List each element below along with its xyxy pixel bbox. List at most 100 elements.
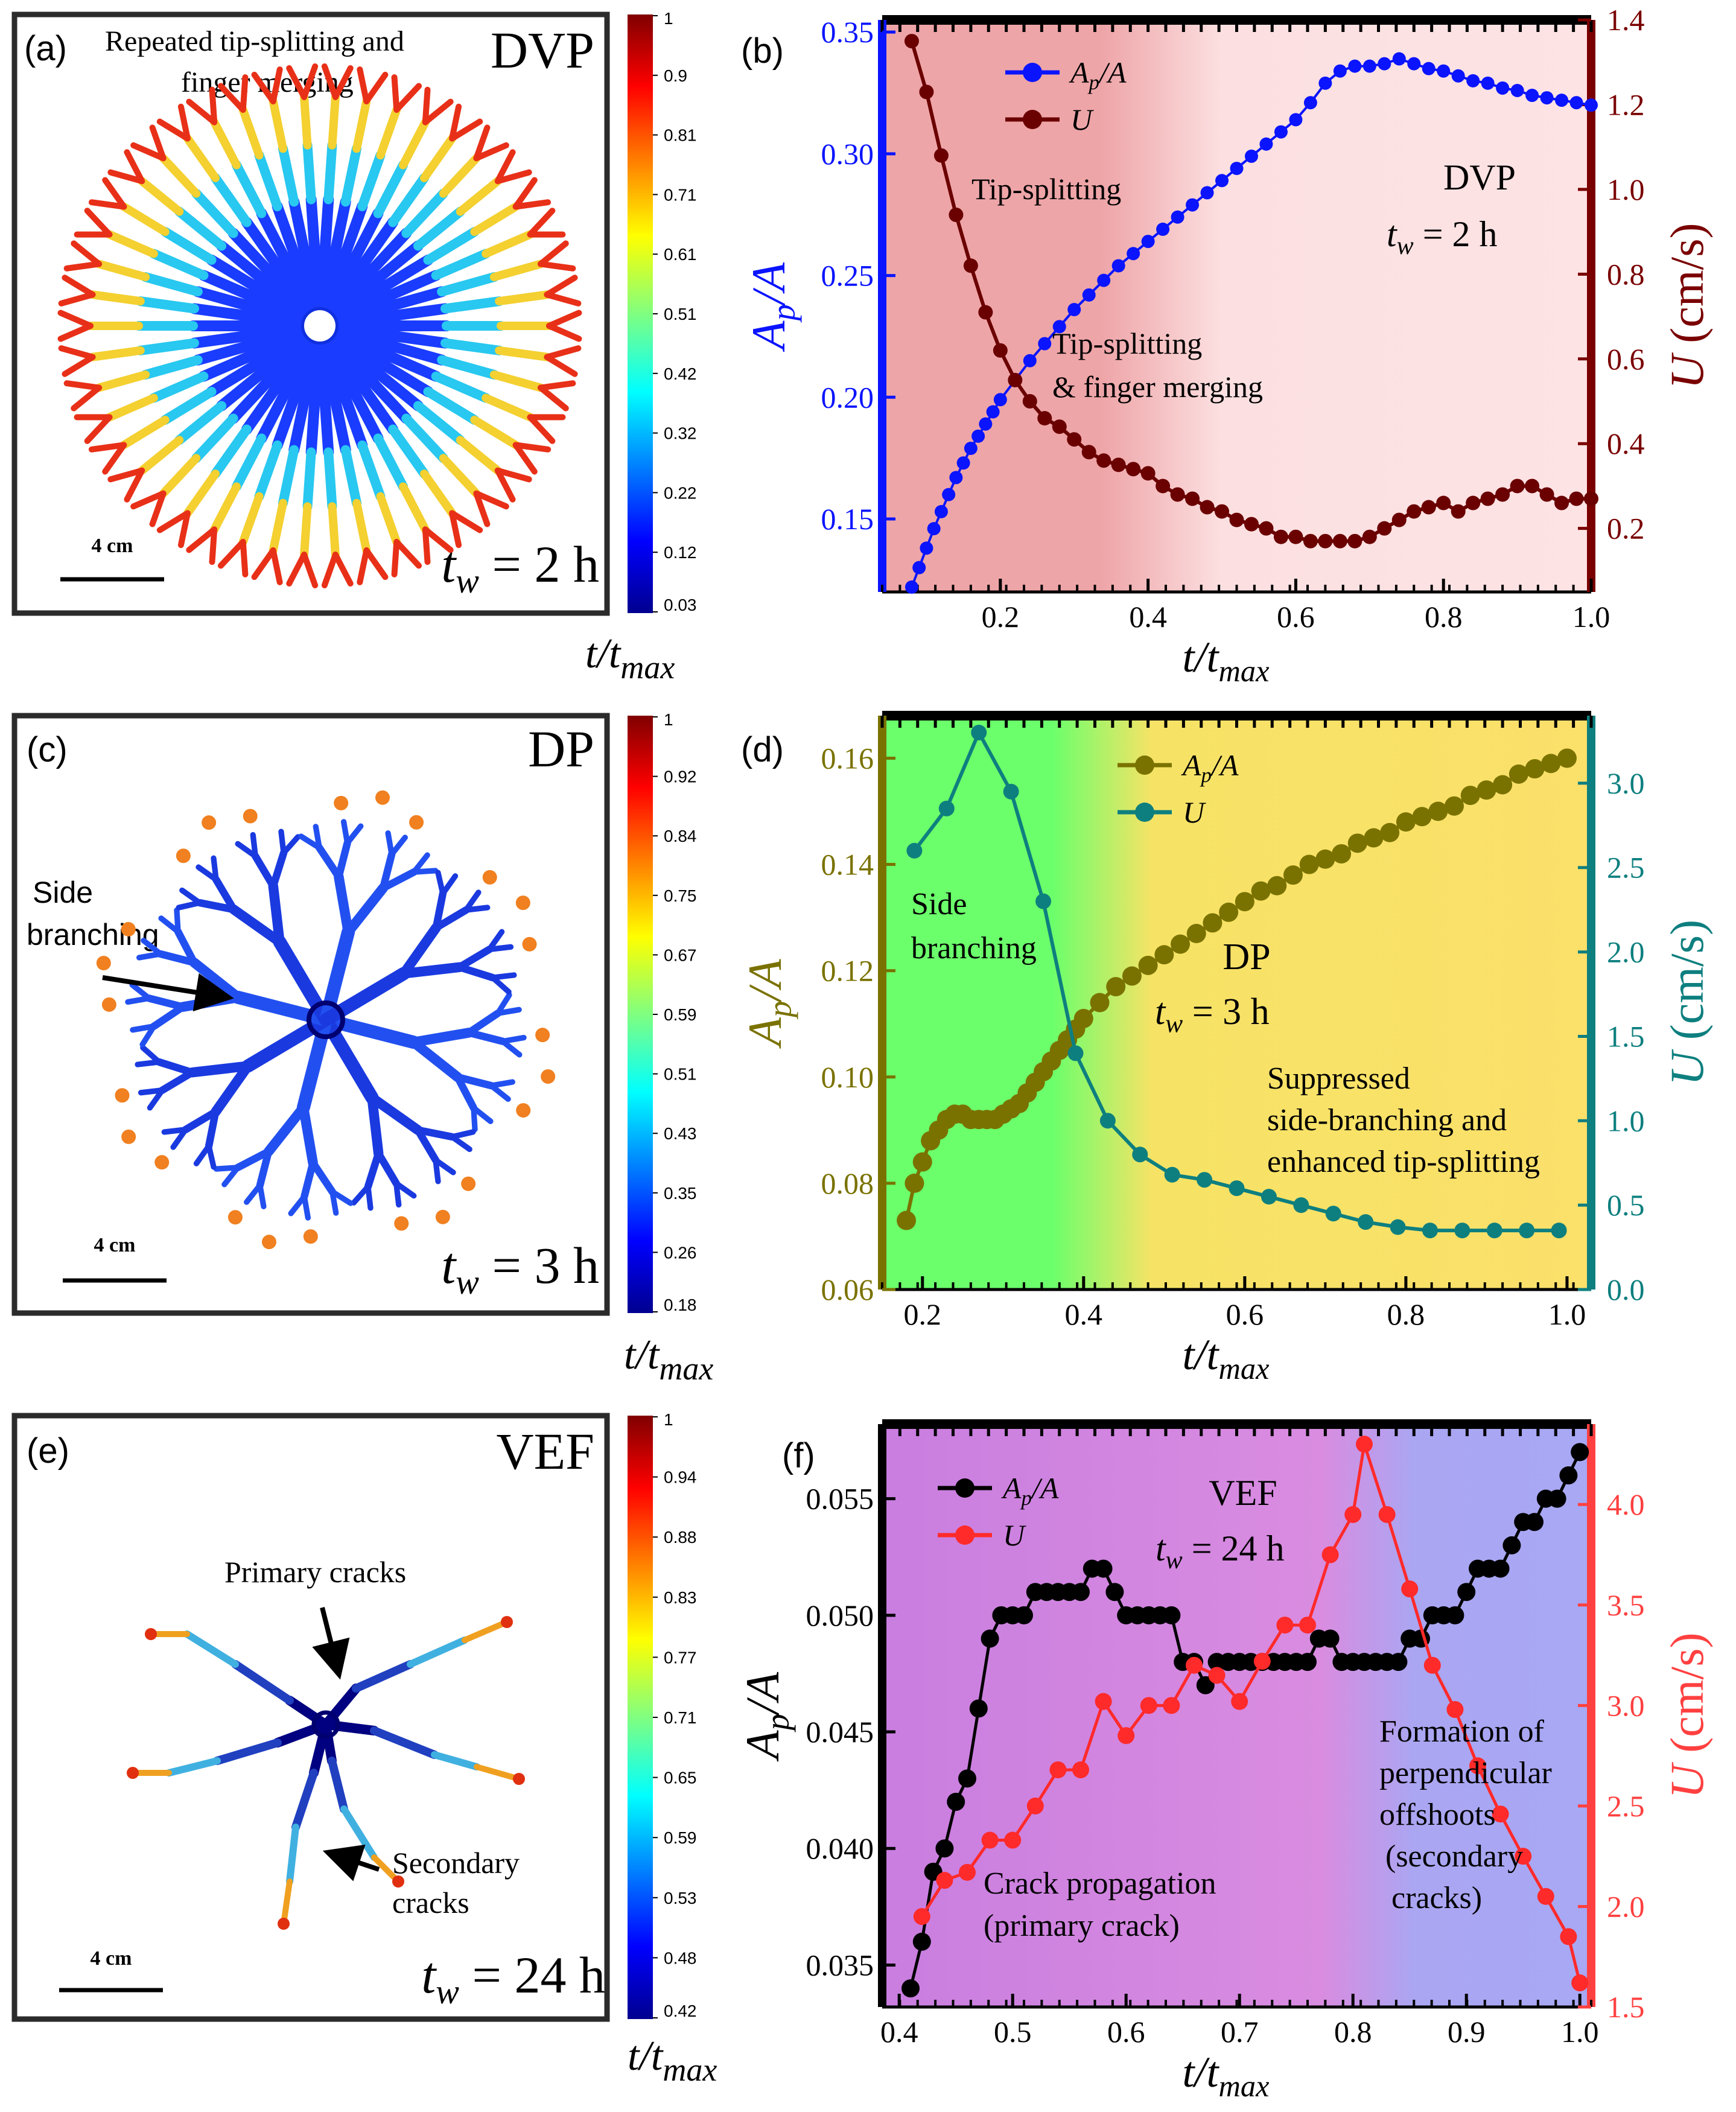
y-right-tick-label: 3.5 — [1607, 1588, 1645, 1622]
pattern-tip — [278, 1918, 290, 1930]
colorbar-tick-label: 0.61 — [664, 245, 697, 264]
data-point-1 — [971, 724, 987, 740]
data-point-0 — [1106, 977, 1126, 997]
colorbar-tick-label: 0.88 — [664, 1528, 697, 1547]
pattern-branch — [364, 1150, 383, 1191]
pattern-finger — [278, 144, 299, 207]
pattern-tip — [243, 809, 258, 824]
chart-annotation: Tip-splitting — [1052, 326, 1202, 360]
pattern-tip — [473, 490, 509, 510]
pattern-tip — [57, 323, 94, 342]
panel-e-tw: tw = 24 h — [421, 1946, 605, 2011]
pattern-branch — [456, 963, 497, 982]
pattern-finger — [210, 424, 252, 479]
pattern-finger — [227, 338, 309, 424]
pattern-tip — [176, 848, 191, 864]
data-point-0 — [1541, 754, 1561, 774]
data-point-1 — [1421, 500, 1436, 515]
data-point-1 — [933, 148, 949, 163]
pattern-finger — [206, 254, 305, 319]
y-left-tick-label: 0.045 — [806, 1715, 874, 1749]
data-point-0 — [1333, 64, 1347, 78]
pattern-finger — [323, 447, 337, 512]
x-axis-label-part: t/t — [1183, 1331, 1220, 1379]
data-point-1 — [1200, 500, 1215, 515]
pattern-finger — [88, 290, 145, 306]
data-point-0 — [993, 393, 1007, 407]
colorbar-tick-label: 0.71 — [664, 1708, 697, 1727]
data-point-1 — [1140, 1697, 1157, 1714]
pattern-finger — [269, 498, 287, 555]
data-point-0 — [1289, 113, 1303, 127]
data-point-1 — [1466, 495, 1481, 511]
pattern-tip — [449, 510, 462, 549]
data-point-1 — [959, 1863, 976, 1881]
legend-label-part: /A — [1030, 1471, 1059, 1505]
pattern-finger — [482, 230, 535, 258]
data-point-1 — [1519, 1223, 1535, 1239]
pattern-tip — [494, 467, 532, 483]
y-left-axis-label-part: A — [739, 1017, 791, 1049]
pattern-branch — [244, 1182, 263, 1205]
pattern-finger — [373, 433, 409, 492]
pattern-finger — [437, 272, 499, 297]
pattern-tip — [527, 414, 556, 444]
pattern-branch — [138, 1087, 165, 1096]
pattern-tip — [544, 345, 582, 360]
pattern-tip — [130, 142, 167, 162]
x-tick-label: 0.2 — [982, 600, 1020, 634]
pattern-tip — [357, 547, 370, 585]
colorbar-tick-label: 0.12 — [664, 543, 697, 562]
pattern-branch — [500, 1039, 523, 1058]
data-point-0 — [1557, 748, 1577, 768]
pattern-finger — [316, 194, 334, 308]
y-right-tick-label: 0.5 — [1607, 1188, 1645, 1222]
panel-label: (f) — [782, 1436, 815, 1475]
pattern-finger — [216, 240, 307, 316]
pattern-branch — [313, 824, 322, 851]
pattern-finger — [174, 206, 227, 251]
pattern-branch — [281, 834, 301, 856]
data-point-0 — [958, 1769, 976, 1788]
y-left-tick-label: 0.35 — [821, 15, 874, 49]
pattern-crack — [285, 1696, 331, 1729]
pattern-crack — [321, 1720, 379, 1735]
data-point-1 — [919, 84, 934, 100]
pattern-finger — [302, 447, 316, 512]
data-point-0 — [981, 1629, 999, 1648]
pattern-tip — [209, 86, 218, 126]
chart-annotation: DVP — [1443, 157, 1516, 197]
pattern-branch — [252, 852, 277, 890]
data-point-1 — [1344, 1506, 1362, 1523]
data-point-1 — [1037, 411, 1052, 426]
data-point-0 — [1378, 57, 1391, 71]
pattern-finger — [439, 454, 481, 498]
pattern-finger — [119, 202, 170, 237]
data-point-1 — [1049, 1761, 1067, 1778]
pattern-tip — [391, 539, 400, 577]
pattern-finger — [431, 249, 491, 281]
data-point-1 — [1003, 783, 1019, 800]
colorbar-tick-label: 0.92 — [664, 768, 697, 786]
legend-label: U — [1003, 1518, 1026, 1552]
data-point-1 — [1554, 495, 1569, 511]
data-point-1 — [1391, 512, 1407, 527]
pattern-crack — [328, 1757, 348, 1813]
data-point-1 — [1140, 466, 1156, 481]
data-point-1 — [1186, 1656, 1203, 1674]
colorbar-tick-label: 0.26 — [664, 1243, 697, 1262]
pattern-finger — [138, 436, 184, 475]
data-point-1 — [1560, 1928, 1577, 1945]
data-point-0 — [1127, 247, 1140, 261]
legend-label-part: A — [1001, 1471, 1022, 1505]
pattern-branch — [309, 1159, 336, 1196]
pattern-branch — [234, 1148, 273, 1172]
pattern-crack — [309, 1720, 331, 1778]
pattern-finger — [333, 336, 424, 412]
data-point-0 — [1428, 801, 1448, 821]
data-point-0 — [969, 1699, 988, 1718]
y-left-tick-label: 0.30 — [821, 137, 874, 171]
pattern-finger — [357, 150, 386, 212]
data-point-1 — [1035, 893, 1052, 909]
y-left-axis-label-part: A — [742, 320, 795, 352]
